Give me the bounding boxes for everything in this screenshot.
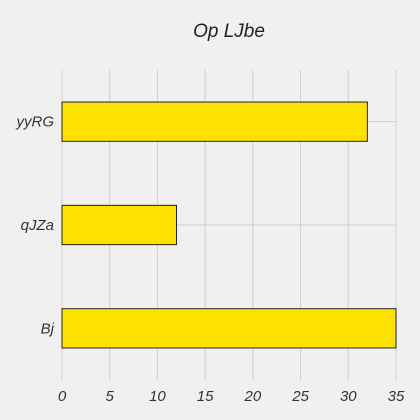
x-tick-label: 20 [244,388,262,405]
x-tick-label: 5 [106,388,115,405]
chart-title: Op LJbe [193,21,265,42]
x-tick-label: 35 [388,388,405,405]
x-tick-label: 15 [197,388,214,405]
bar-qJZa [61,204,178,246]
bar-yyRG [61,101,368,142]
x-tick-label: 10 [149,388,166,405]
x-tick-label: 0 [58,388,67,405]
x-tick-label: 25 [291,388,309,405]
y-axis-ticks: Bj qJZa yyRG [16,114,55,338]
x-tick-label: 30 [340,388,357,405]
y-tick-label: yyRG [16,114,55,131]
y-tick-label: qJZa [21,217,54,234]
bars [61,101,397,349]
bar-Bj [61,308,397,349]
y-tick-label: Bj [41,320,55,337]
x-axis-ticks: 0 5 10 15 20 25 30 35 [58,388,405,405]
